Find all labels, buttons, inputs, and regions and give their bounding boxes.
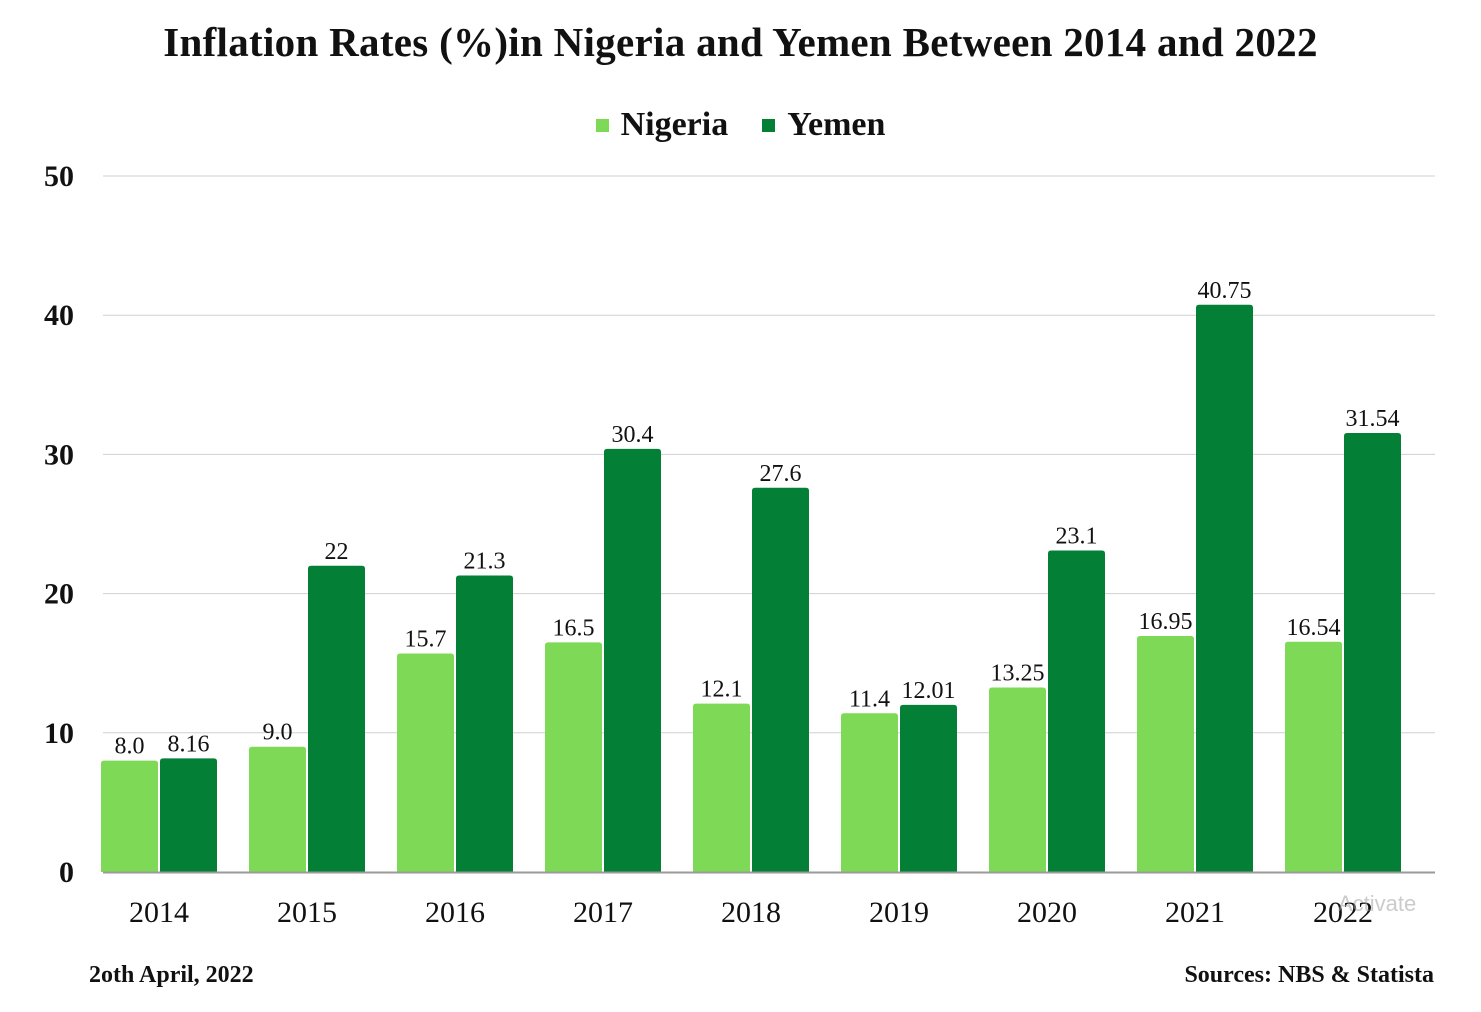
x-tick-label: 2020	[1017, 896, 1077, 929]
data-label-nigeria-2020: 13.25	[991, 661, 1045, 687]
x-tick-label: 2014	[129, 896, 189, 929]
bar-nigeria-2015	[249, 746, 306, 872]
data-labels: 8.0 8.16 9.0 22 15.7 21.3 16.5 30.4 12.1 27.6 11.4…	[115, 278, 1400, 760]
data-label-nigeria-2018: 12.1	[701, 677, 743, 703]
footer-sources: Sources: NBS & Statista	[1184, 962, 1434, 988]
legend: Nigeria Yemen	[0, 106, 1481, 144]
y-tick-label: 50	[44, 160, 74, 193]
bar-yemen-2014	[160, 758, 217, 872]
bar-yemen-2015	[308, 565, 365, 872]
bar-yemen-2019	[900, 704, 957, 872]
x-axis: 2014 2015 2016 2017 2018 2019 2020 2021 2022	[103, 871, 1435, 929]
data-label-nigeria-2015: 9.0	[263, 720, 293, 746]
legend-item-nigeria: Nigeria	[595, 106, 729, 144]
watermark: Activate	[1338, 891, 1417, 916]
bar-yemen-2018	[752, 487, 809, 872]
bar-nigeria-2019	[841, 713, 898, 872]
bars	[101, 304, 1401, 872]
legend-swatch-nigeria	[595, 118, 609, 132]
bar-yemen-2020	[1048, 550, 1105, 872]
bar-nigeria-2018	[693, 703, 750, 872]
legend-label-yemen: Yemen	[787, 106, 886, 143]
x-tick-label: 2017	[573, 896, 633, 929]
y-tick-label: 0	[59, 856, 74, 889]
data-label-yemen-2022: 31.54	[1346, 406, 1400, 432]
y-tick-label: 30	[44, 438, 74, 471]
data-label-yemen-2021: 40.75	[1198, 278, 1252, 304]
data-label-nigeria-2019: 11.4	[849, 686, 890, 712]
bar-nigeria-2020	[989, 687, 1046, 872]
chart-title: Inflation Rates (%)in Nigeria and Yemen …	[163, 19, 1318, 65]
bar-yemen-2021	[1196, 304, 1253, 872]
bar-yemen-2017	[604, 448, 661, 872]
bar-nigeria-2014	[101, 760, 158, 872]
data-label-yemen-2019: 12.01	[902, 678, 956, 704]
data-label-yemen-2017: 30.4	[612, 422, 654, 448]
data-label-yemen-2016: 21.3	[464, 549, 506, 575]
data-label-nigeria-2016: 15.7	[405, 626, 447, 652]
x-tick-label: 2019	[869, 896, 929, 929]
data-label-yemen-2015: 22	[325, 539, 349, 565]
y-tick-label: 40	[44, 299, 74, 332]
data-label-nigeria-2021: 16.95	[1139, 609, 1193, 635]
y-axis: 0 10 20 30 40 50	[44, 160, 74, 889]
bar-nigeria-2017	[545, 642, 602, 872]
x-tick-label: 2022	[1313, 896, 1373, 929]
data-label-yemen-2020: 23.1	[1056, 523, 1098, 549]
legend-swatch-yemen	[762, 118, 776, 132]
bar-yemen-2016	[456, 575, 513, 872]
data-label-nigeria-2017: 16.5	[553, 615, 595, 641]
x-tick-label: 2018	[721, 896, 781, 929]
data-label-nigeria-2014: 8.0	[115, 734, 145, 760]
footer-date: 2oth April, 2022	[89, 962, 254, 988]
x-tick-label: 2016	[425, 896, 485, 929]
data-label-yemen-2014: 8.16	[168, 731, 210, 757]
y-tick-label: 10	[44, 717, 74, 750]
y-tick-label: 20	[44, 578, 74, 611]
x-tick-label: 2021	[1165, 896, 1225, 929]
data-label-nigeria-2022: 16.54	[1287, 615, 1341, 641]
legend-item-yemen: Yemen	[762, 106, 885, 144]
bar-nigeria-2022	[1285, 641, 1342, 872]
x-tick-label: 2015	[277, 896, 337, 929]
bar-yemen-2022	[1344, 432, 1401, 872]
bar-nigeria-2016	[397, 653, 454, 872]
bar-nigeria-2021	[1137, 636, 1194, 872]
legend-label-nigeria: Nigeria	[620, 106, 729, 143]
data-label-yemen-2018: 27.6	[760, 461, 802, 487]
